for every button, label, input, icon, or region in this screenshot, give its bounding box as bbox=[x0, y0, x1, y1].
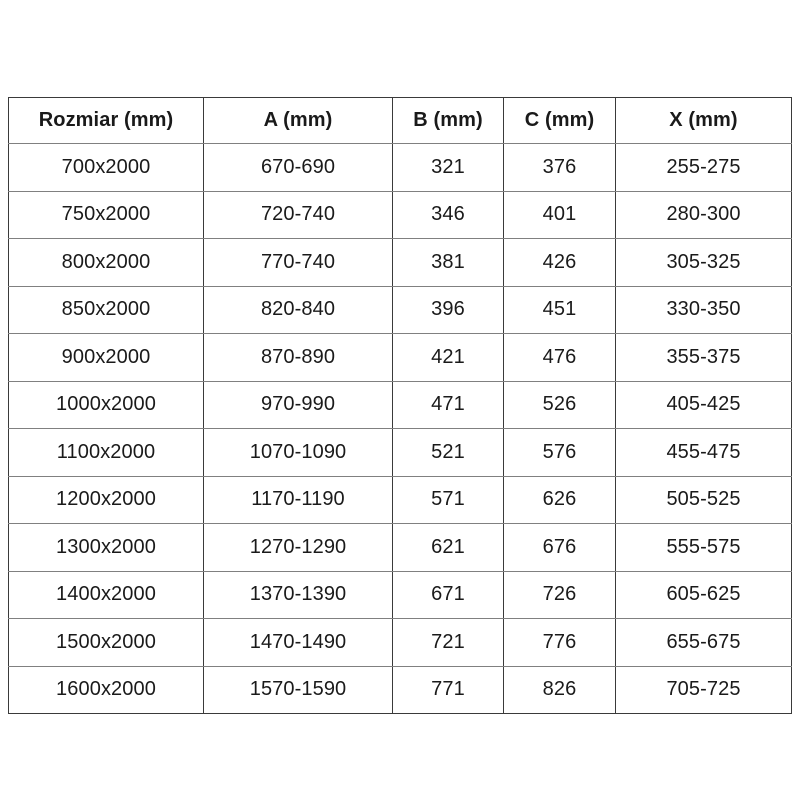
cell-c: 726 bbox=[503, 570, 616, 619]
cell-a: 1270-1290 bbox=[203, 523, 393, 572]
cell-a: 970-990 bbox=[203, 380, 393, 429]
cell-x: 405-425 bbox=[615, 380, 792, 429]
cell-b: 721 bbox=[392, 618, 504, 667]
cell-c: 426 bbox=[503, 238, 616, 287]
cell-x: 330-350 bbox=[615, 285, 792, 334]
cell-c: 376 bbox=[503, 143, 616, 192]
cell-a: 820-840 bbox=[203, 285, 393, 334]
table-row: 850x2000 820-840 396 451 330-350 bbox=[8, 285, 792, 334]
cell-b: 321 bbox=[392, 143, 504, 192]
cell-c: 401 bbox=[503, 190, 616, 239]
table-row: 1500x2000 1470-1490 721 776 655-675 bbox=[8, 618, 792, 667]
table-row: 800x2000 770-740 381 426 305-325 bbox=[8, 238, 792, 287]
table-row: 1600x2000 1570-1590 771 826 705-725 bbox=[8, 665, 792, 714]
spec-table-container: Rozmiar (mm) A (mm) B (mm) C (mm) X (mm)… bbox=[8, 97, 792, 714]
cell-x: 305-325 bbox=[615, 238, 792, 287]
cell-c: 826 bbox=[503, 665, 616, 714]
cell-a: 1070-1090 bbox=[203, 428, 393, 477]
table-row: 1000x2000 970-990 471 526 405-425 bbox=[8, 380, 792, 429]
cell-b: 671 bbox=[392, 570, 504, 619]
cell-a: 1470-1490 bbox=[203, 618, 393, 667]
table-row: 1300x2000 1270-1290 621 676 555-575 bbox=[8, 523, 792, 572]
cell-x: 455-475 bbox=[615, 428, 792, 477]
cell-c: 451 bbox=[503, 285, 616, 334]
cell-a: 1570-1590 bbox=[203, 665, 393, 714]
cell-c: 676 bbox=[503, 523, 616, 572]
cell-a: 720-740 bbox=[203, 190, 393, 239]
cell-a: 1370-1390 bbox=[203, 570, 393, 619]
column-header-x: X (mm) bbox=[615, 97, 792, 144]
cell-size: 900x2000 bbox=[8, 333, 204, 382]
cell-c: 476 bbox=[503, 333, 616, 382]
cell-b: 471 bbox=[392, 380, 504, 429]
cell-x: 655-675 bbox=[615, 618, 792, 667]
cell-size: 1500x2000 bbox=[8, 618, 204, 667]
cell-x: 605-625 bbox=[615, 570, 792, 619]
table-row: 1400x2000 1370-1390 671 726 605-625 bbox=[8, 570, 792, 619]
cell-c: 576 bbox=[503, 428, 616, 477]
cell-a: 1170-1190 bbox=[203, 475, 393, 524]
cell-x: 355-375 bbox=[615, 333, 792, 382]
cell-b: 521 bbox=[392, 428, 504, 477]
cell-size: 700x2000 bbox=[8, 143, 204, 192]
dimensions-table: Rozmiar (mm) A (mm) B (mm) C (mm) X (mm)… bbox=[8, 97, 792, 714]
cell-x: 705-725 bbox=[615, 665, 792, 714]
cell-a: 870-890 bbox=[203, 333, 393, 382]
cell-b: 771 bbox=[392, 665, 504, 714]
cell-x: 255-275 bbox=[615, 143, 792, 192]
cell-b: 346 bbox=[392, 190, 504, 239]
table-header: Rozmiar (mm) A (mm) B (mm) C (mm) X (mm) bbox=[8, 97, 792, 144]
cell-x: 555-575 bbox=[615, 523, 792, 572]
cell-c: 626 bbox=[503, 475, 616, 524]
table-body: 700x2000 670-690 321 376 255-275 750x2000 720-… bbox=[8, 143, 792, 714]
cell-c: 526 bbox=[503, 380, 616, 429]
table-row: 700x2000 670-690 321 376 255-275 bbox=[8, 143, 792, 192]
table-row: 900x2000 870-890 421 476 355-375 bbox=[8, 333, 792, 382]
cell-size: 1600x2000 bbox=[8, 665, 204, 714]
column-header-a: A (mm) bbox=[203, 97, 393, 144]
cell-size: 1200x2000 bbox=[8, 475, 204, 524]
cell-b: 621 bbox=[392, 523, 504, 572]
table-header-row: Rozmiar (mm) A (mm) B (mm) C (mm) X (mm) bbox=[8, 97, 792, 144]
cell-b: 381 bbox=[392, 238, 504, 287]
cell-size: 1000x2000 bbox=[8, 380, 204, 429]
table-row: 1100x2000 1070-1090 521 576 455-475 bbox=[8, 428, 792, 477]
cell-size: 1400x2000 bbox=[8, 570, 204, 619]
cell-b: 421 bbox=[392, 333, 504, 382]
cell-x: 280-300 bbox=[615, 190, 792, 239]
cell-b: 396 bbox=[392, 285, 504, 334]
cell-size: 1300x2000 bbox=[8, 523, 204, 572]
cell-size: 850x2000 bbox=[8, 285, 204, 334]
column-header-c: C (mm) bbox=[503, 97, 616, 144]
cell-size: 750x2000 bbox=[8, 190, 204, 239]
column-header-b: B (mm) bbox=[392, 97, 504, 144]
cell-a: 770-740 bbox=[203, 238, 393, 287]
table-row: 1200x2000 1170-1190 571 626 505-525 bbox=[8, 475, 792, 524]
cell-size: 800x2000 bbox=[8, 238, 204, 287]
column-header-size: Rozmiar (mm) bbox=[8, 97, 204, 144]
cell-size: 1100x2000 bbox=[8, 428, 204, 477]
cell-a: 670-690 bbox=[203, 143, 393, 192]
cell-c: 776 bbox=[503, 618, 616, 667]
table-row: 750x2000 720-740 346 401 280-300 bbox=[8, 190, 792, 239]
cell-x: 505-525 bbox=[615, 475, 792, 524]
cell-b: 571 bbox=[392, 475, 504, 524]
